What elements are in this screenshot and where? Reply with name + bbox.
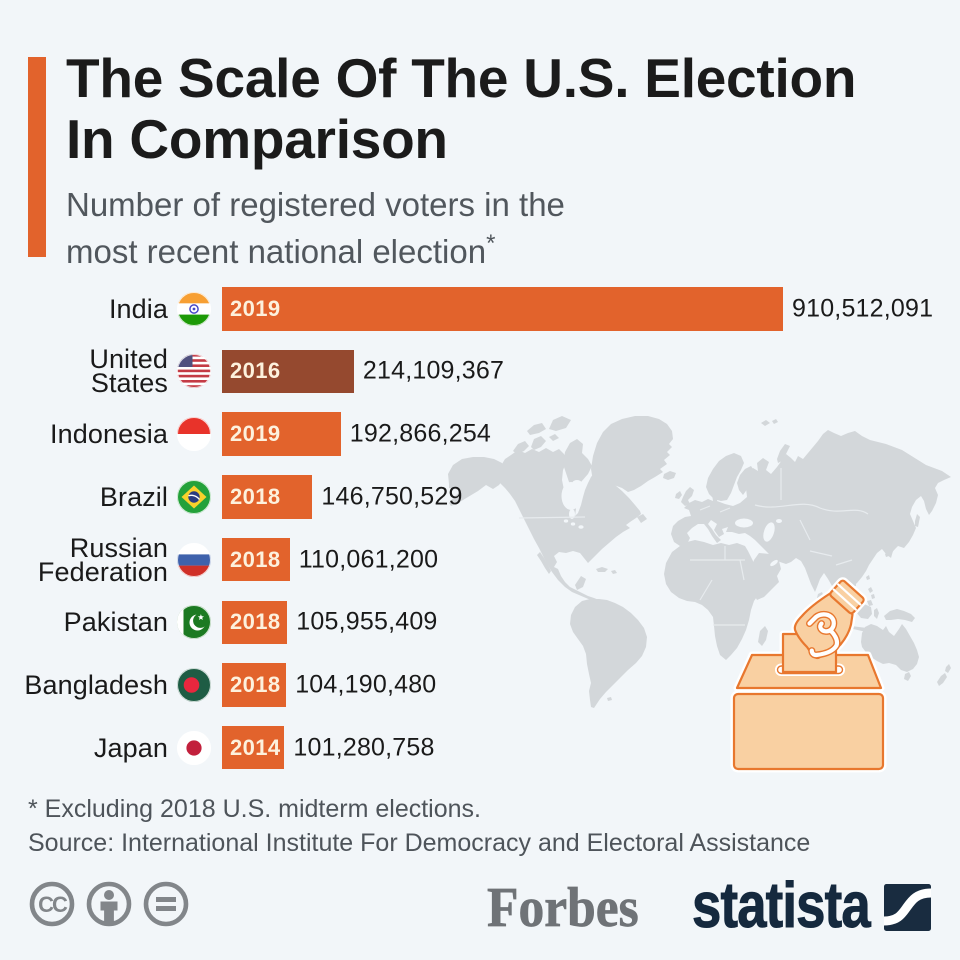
svg-text:CC: CC xyxy=(38,892,68,917)
